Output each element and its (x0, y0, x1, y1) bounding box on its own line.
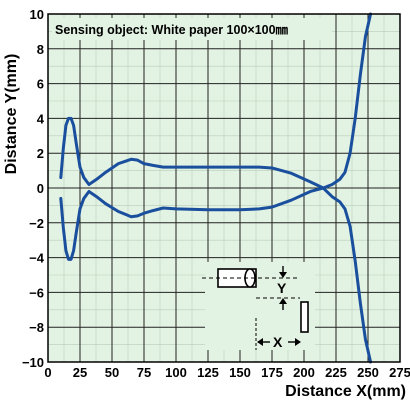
y-dim-arrowhead-top (279, 272, 287, 278)
y-tick-label: −4 (29, 251, 45, 266)
x-tick-label: 150 (229, 365, 251, 380)
x-tick-label: 100 (165, 365, 187, 380)
x-tick-label: 250 (357, 365, 379, 380)
y-tick-label: −8 (29, 320, 44, 335)
x-dim-arrowhead-right (295, 338, 301, 346)
inset-diagram: Y X (202, 262, 315, 350)
x-axis-title: Distance X(mm) (285, 383, 406, 400)
x-tick-label: 25 (73, 365, 87, 380)
x-tick-label: 275 (389, 365, 410, 380)
series-line-2 (59, 186, 373, 364)
y-tick-label: 6 (37, 77, 44, 92)
x-tick-label: 225 (325, 365, 347, 380)
plot-frame (47, 13, 401, 363)
x-tick-label: 175 (261, 365, 283, 380)
series-layer (59, 12, 373, 364)
y-tick-label: 0 (37, 181, 44, 196)
annotation-text: Sensing object: White paper 100×100㎜ (55, 23, 289, 37)
target-object (300, 301, 309, 333)
y-dim-label: Y (277, 280, 287, 296)
y-tick-label: 10 (30, 7, 44, 22)
y-tick-label: 2 (37, 146, 44, 161)
x-tick-label: 75 (137, 365, 151, 380)
x-dim-label: X (273, 334, 283, 350)
x-tick-label: 200 (293, 365, 315, 380)
x-tick-label: 125 (197, 365, 219, 380)
y-tick-labels: 10 8 6 4 2 0 −2 −4 −6 −8 −10 (22, 7, 45, 370)
y-dim-arrowhead-bottom (279, 298, 287, 304)
series-line-1 (59, 12, 373, 190)
y-tick-label: 8 (37, 42, 44, 57)
y-axis-title: Distance Y(mm) (3, 54, 20, 175)
y-tick-label: −10 (22, 355, 44, 370)
annotation-box (52, 18, 332, 40)
x-dim-arrowhead-left (257, 338, 263, 346)
y-tick-label: 4 (37, 111, 45, 126)
x-tick-label: 0 (44, 365, 51, 380)
x-tick-labels: 0 25 50 75 100 125 150 175 200 225 250 275 (44, 365, 410, 380)
y-tick-label: −6 (29, 285, 44, 300)
x-tick-label: 50 (105, 365, 119, 380)
y-tick-label: −2 (29, 216, 44, 231)
